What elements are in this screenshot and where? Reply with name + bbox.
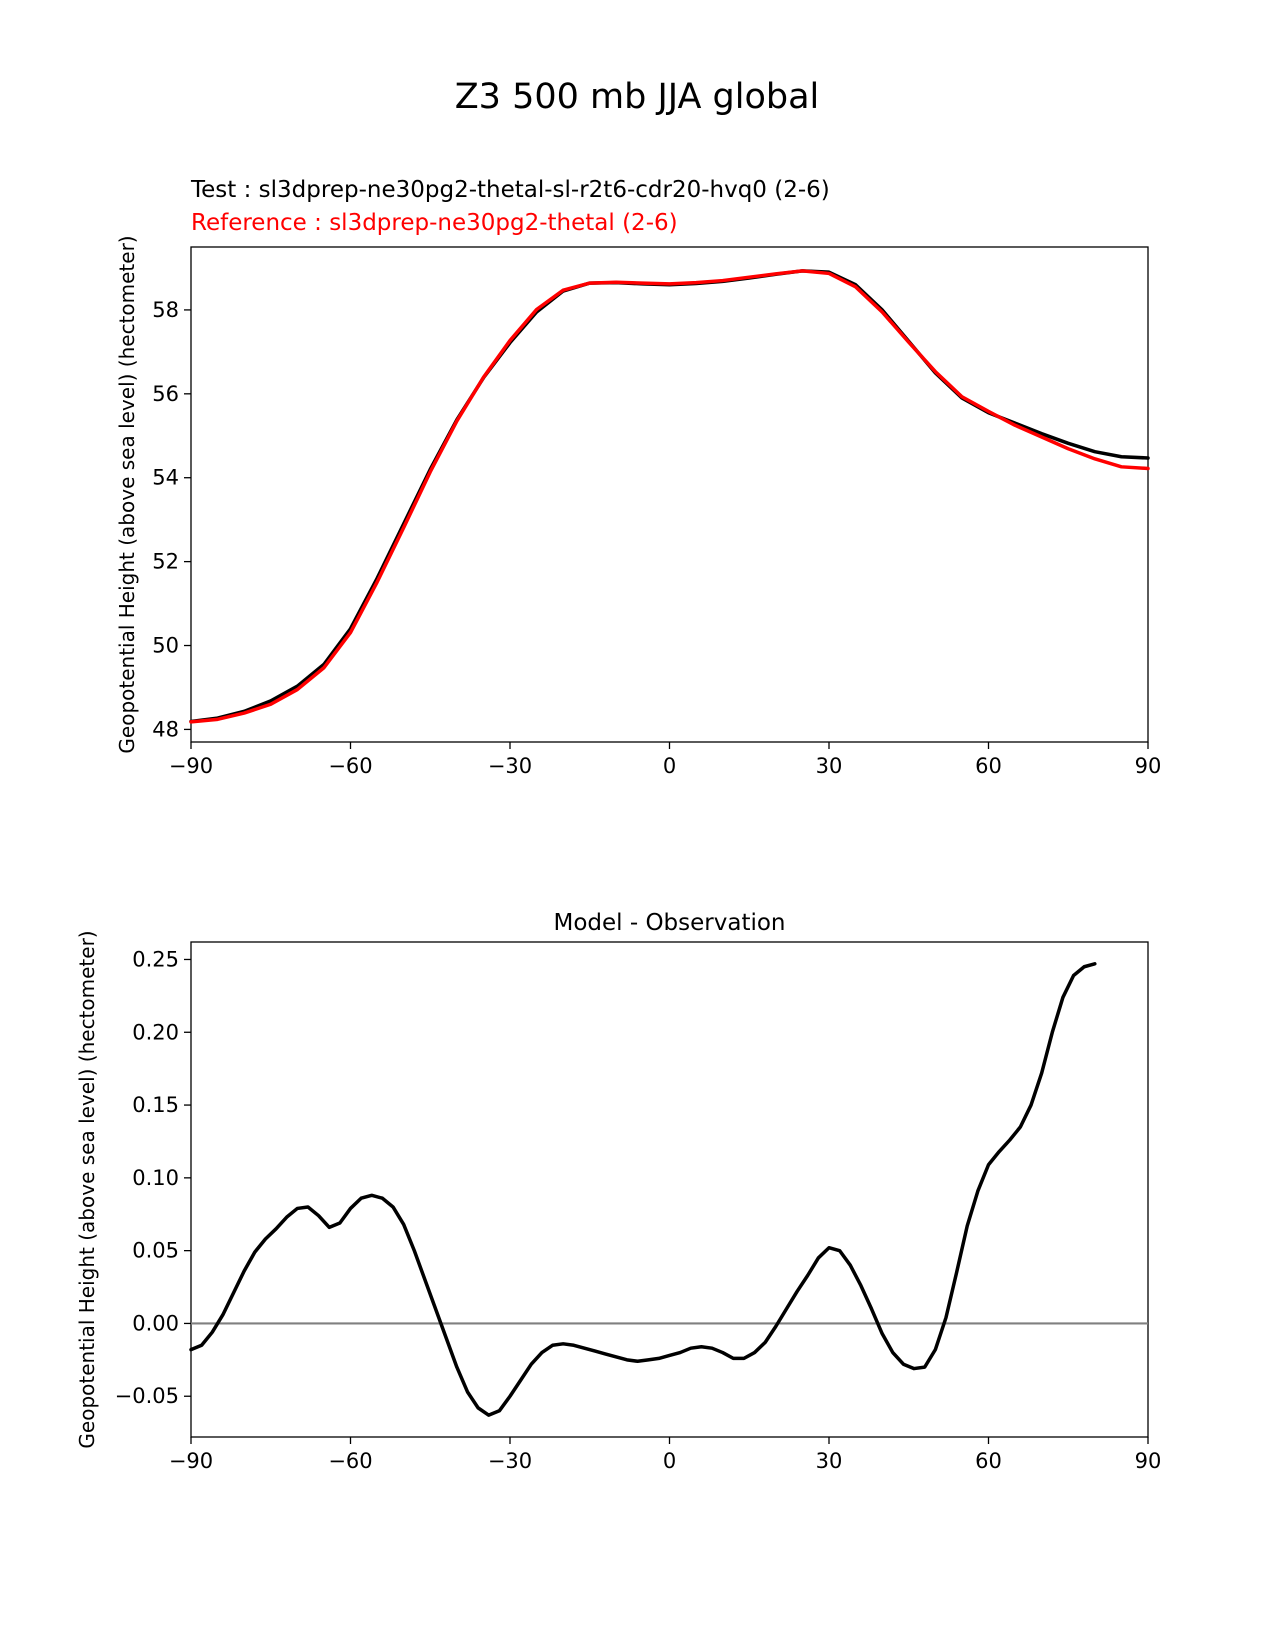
y-tick-label: 0.20: [132, 1020, 179, 1044]
reference-label: Reference : sl3dprep-ne30pg2-thetal (2-6…: [191, 210, 678, 236]
reference-series-line: [189, 269, 1150, 724]
y-tick-label: −0.05: [115, 1384, 179, 1408]
plot-frame: [190, 246, 1149, 743]
y-axis-label: Geopotential Height (above sea level) (h…: [115, 235, 139, 753]
y-tick-label: 54: [152, 466, 179, 490]
y-tick-label: 48: [152, 717, 179, 741]
x-tick-label: 90: [1135, 754, 1162, 778]
x-tick-label: −90: [169, 1449, 213, 1473]
x-tick-label: −60: [328, 754, 372, 778]
y-tick-label: 0.00: [132, 1311, 179, 1335]
x-tick-label: 60: [975, 1449, 1002, 1473]
bottom-chart: −90 −60 −30 0 30 60 90 −0.05 0.00 0.05 0.10 0.15 0.2…: [75, 910, 1161, 1473]
x-tick-label: 0: [663, 754, 676, 778]
y-tick-label: 52: [152, 550, 179, 574]
y-tick-label: 0.10: [132, 1166, 179, 1190]
y-tick-label: 0.05: [132, 1239, 179, 1263]
y-tick-label: 0.25: [132, 947, 179, 971]
x-tick-label: 30: [816, 1449, 843, 1473]
x-tick-label: −60: [328, 1449, 372, 1473]
x-tick-label: 0: [663, 1449, 676, 1473]
x-tick-label: −90: [169, 754, 213, 778]
top-chart: −90 −60 −30 0 30 60 90 48 50 52 54 56 58 Geopotential…: [115, 235, 1161, 778]
y-axis-label: Geopotential Height (above sea level) (h…: [75, 930, 99, 1448]
x-tick-label: −30: [488, 754, 532, 778]
x-tick-label: 60: [975, 754, 1002, 778]
y-tick-label: 50: [152, 634, 179, 658]
y-tick-label: 0.15: [132, 1093, 179, 1117]
x-tick-label: 30: [816, 754, 843, 778]
plot-frame: [190, 941, 1149, 1438]
test-series-line: [189, 962, 1097, 1417]
x-tick-label: 90: [1135, 1449, 1162, 1473]
test-label: Test : sl3dprep-ne30pg2-thetal-sl-r2t6-c…: [190, 177, 830, 203]
subplot-title: Model - Observation: [553, 910, 785, 936]
y-tick-label: 58: [152, 298, 179, 322]
figure-title: Z3 500 mb JJA global: [455, 77, 820, 117]
x-tick-label: −30: [488, 1449, 532, 1473]
y-tick-label: 56: [152, 382, 179, 406]
